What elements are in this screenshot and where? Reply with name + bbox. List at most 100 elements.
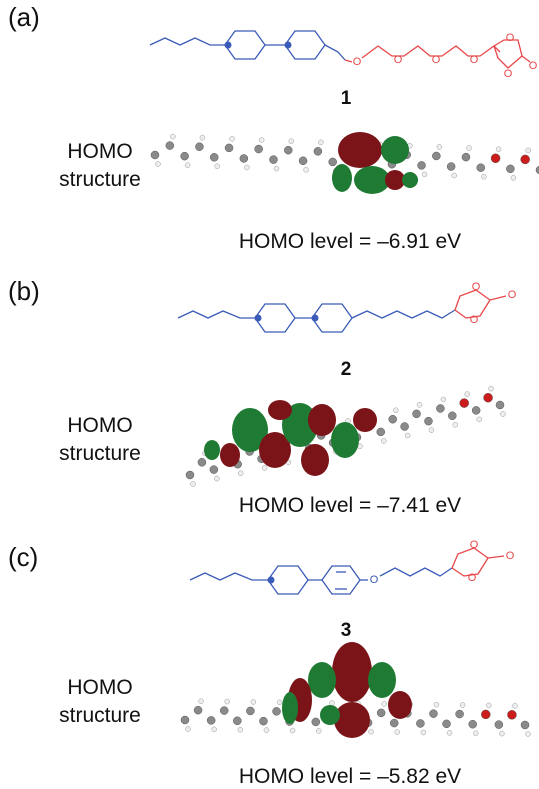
hydrogen-ball	[289, 727, 296, 734]
atom-dot	[267, 576, 275, 584]
atom-ball	[269, 155, 278, 164]
hydrogen-ball	[381, 438, 387, 444]
homo-level: HOMO level = –6.91 eV	[239, 230, 461, 253]
hydrogen-ball	[446, 730, 453, 736]
atom-ball	[494, 720, 504, 729]
atom-ball	[180, 151, 189, 161]
hydrogen-ball	[392, 407, 399, 413]
hydrogen-ball	[500, 411, 506, 417]
atom-ball	[506, 164, 515, 174]
atom-dot	[284, 41, 292, 49]
bond	[308, 565, 361, 595]
atom-ball	[416, 719, 425, 728]
atom-ball	[388, 414, 397, 424]
atom-ball	[195, 142, 204, 151]
panel-a: (a) O O O O O O O 1 HOMO structure HOMO …	[8, 2, 539, 253]
hydrogen-ball	[495, 146, 502, 153]
hydrogen-ball	[476, 416, 482, 423]
hydrogen-ball	[464, 391, 470, 397]
hydrogen-ball	[440, 396, 447, 403]
hydrogen-ball	[214, 475, 220, 482]
hydrogen-ball	[258, 137, 265, 143]
bond	[493, 39, 523, 69]
panel-label: (c)	[8, 542, 38, 572]
hydrogen-ball	[451, 172, 457, 179]
hydrogen-ball	[211, 726, 217, 733]
bond	[149, 30, 266, 60]
hydrogen-ball	[263, 727, 270, 733]
hydrogen-ball	[512, 703, 518, 709]
atom-ball	[376, 708, 386, 718]
atom-ball	[150, 150, 160, 160]
molecule-model	[185, 385, 506, 487]
atom-ball	[224, 143, 234, 153]
bond	[265, 30, 326, 60]
atom-ball	[400, 422, 409, 431]
atom-ball	[520, 154, 530, 165]
atom-ball	[461, 152, 471, 162]
hydrogen-ball	[250, 699, 257, 705]
atom-ball	[446, 162, 456, 171]
atom-label: O	[468, 572, 477, 584]
hydrogen-ball	[488, 385, 494, 392]
atom-ball	[424, 416, 433, 426]
compound-number: 1	[341, 88, 352, 109]
hydrogen-ball	[273, 165, 280, 172]
homo-label: HOMO	[67, 676, 132, 699]
atom-ball	[389, 718, 399, 728]
atom-ball	[298, 156, 308, 166]
atom-label: O	[470, 314, 479, 326]
hydrogen-ball	[436, 144, 443, 150]
atom-dot	[254, 314, 262, 322]
hydrogen-ball	[198, 698, 204, 704]
atom-ball	[432, 151, 441, 161]
bond	[361, 45, 501, 59]
atom-ball	[206, 716, 216, 725]
homo-label: HOMO	[67, 414, 132, 437]
atom-ball	[209, 153, 219, 162]
atom-ball	[246, 706, 255, 716]
atom-ball	[239, 154, 249, 163]
atom-ball	[490, 153, 501, 164]
hydrogen-ball	[459, 702, 466, 708]
homo-level: HOMO level = –5.82 eV	[239, 765, 461, 788]
bond	[324, 44, 346, 61]
atom-ball	[180, 715, 190, 725]
atom-ball	[471, 406, 481, 415]
hydrogen-ball	[510, 175, 517, 181]
panel-c: (c) O O O O 3 HOMO structure HOMO level …	[8, 539, 531, 788]
atom-ball	[254, 144, 263, 154]
atom-ball	[412, 409, 421, 419]
atom-ball	[328, 157, 337, 167]
panel-b: (b) O O O 2 HOMO structure HOMO level = …	[8, 276, 517, 517]
hydrogen-ball	[329, 700, 335, 706]
hydrogen-ball	[420, 729, 427, 736]
hydrogen-ball	[486, 702, 492, 709]
atom-ball	[442, 719, 451, 729]
atom-label: O	[504, 68, 513, 80]
atom-label: O	[353, 56, 362, 68]
atom-ball	[520, 720, 530, 730]
panel-label: (a)	[8, 2, 40, 32]
hydrogen-ball	[185, 726, 191, 732]
atom-ball	[483, 392, 493, 403]
homo-label: structure	[59, 442, 141, 465]
molecule-model	[180, 642, 531, 738]
atom-label: O	[470, 54, 479, 66]
hydrogen-ball	[421, 171, 428, 178]
atom-ball	[165, 141, 175, 150]
atom-ball	[193, 705, 203, 715]
hydrogen-ball	[303, 167, 309, 173]
atom-ball	[272, 707, 281, 716]
hydrogen-ball	[276, 699, 283, 706]
atom-ball	[417, 161, 426, 170]
atom-ball	[376, 427, 386, 437]
hydrogen-ball	[466, 145, 472, 151]
bond	[379, 567, 453, 577]
hydrogen-ball	[318, 139, 324, 146]
compound-number: 2	[341, 359, 352, 380]
atom-ball	[535, 165, 539, 175]
atom-label: O	[470, 539, 479, 551]
hydrogen-ball	[404, 432, 411, 439]
